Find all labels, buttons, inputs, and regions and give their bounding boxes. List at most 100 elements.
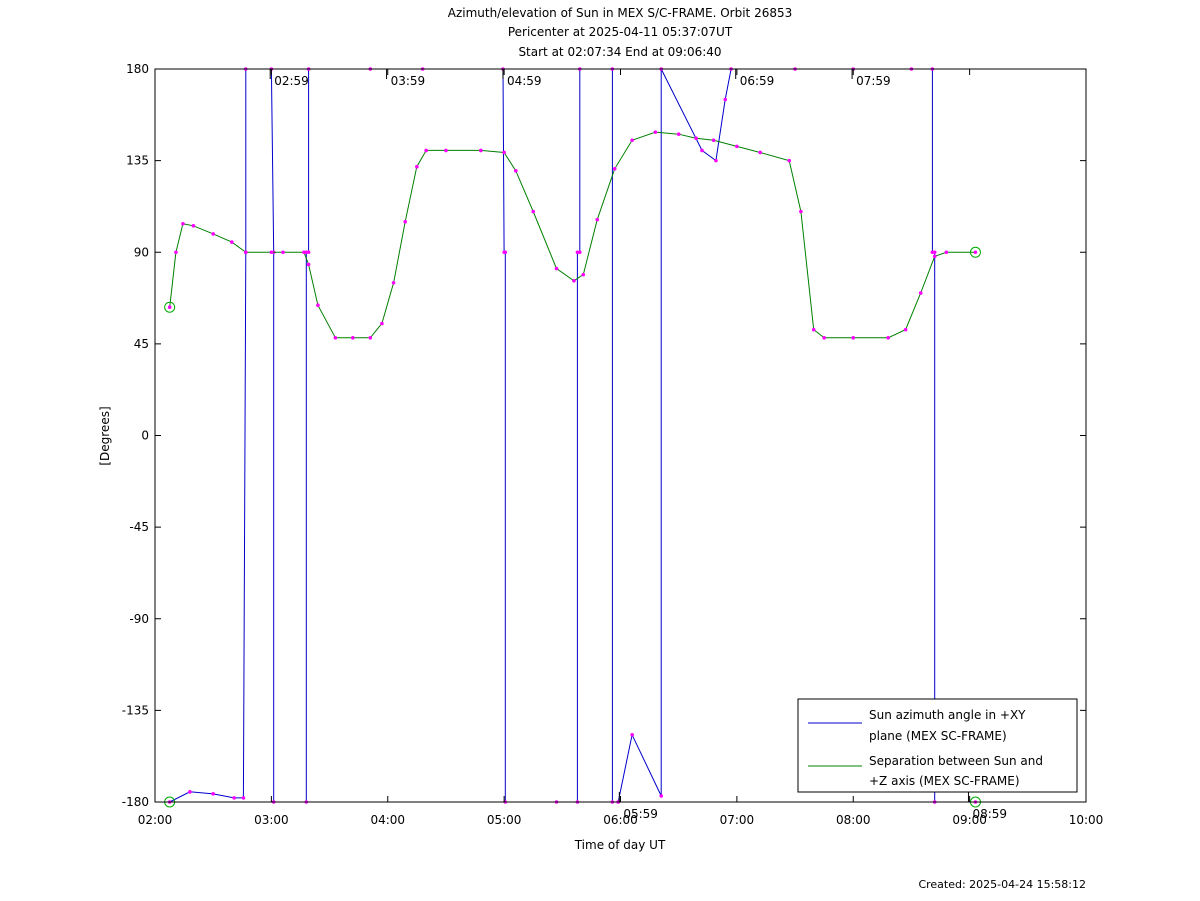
series-1-point-20 bbox=[444, 148, 448, 153]
series-0-point-29 bbox=[630, 733, 634, 737]
series-1-point-5 bbox=[230, 240, 234, 244]
y-tick-label-1: 135 bbox=[126, 154, 149, 168]
series-1-point-24 bbox=[531, 209, 536, 214]
y-axis: 180 135 90 45 0 -45 -90 -135 -180 bbox=[122, 62, 1086, 809]
series-1-point-15 bbox=[380, 321, 384, 326]
legend-label-azimuth-line1: Sun azimuth angle in +XY bbox=[869, 708, 1026, 722]
series-1-point-36 bbox=[758, 150, 762, 155]
chart-title: Azimuth/elevation of Sun in MEX S/C-FRAM… bbox=[448, 6, 793, 20]
series-0-point-12 bbox=[306, 250, 311, 255]
series-0-point-32 bbox=[700, 148, 704, 153]
series-1-end-marker bbox=[969, 246, 981, 258]
series-1-start-marker bbox=[164, 301, 176, 313]
legend-label-separation-line2: +Z axis (MEX SC-FRAME) bbox=[869, 774, 1020, 788]
series-1-point-39 bbox=[811, 327, 816, 332]
x-axis: 02:00 03:00 04:00 05:00 06:00 07:00 08:00 09:00… bbox=[138, 69, 1104, 827]
series-1-point-44 bbox=[918, 291, 923, 295]
series-1-point-22 bbox=[502, 150, 506, 155]
series-1-point-11 bbox=[316, 303, 320, 307]
series-1-point-33 bbox=[694, 136, 698, 141]
orbit-time-label-4: 06:59 bbox=[740, 74, 775, 88]
series-1-point-3 bbox=[191, 223, 196, 228]
plot-series bbox=[164, 67, 981, 808]
plot-frame bbox=[154, 68, 1087, 803]
series-line-0 bbox=[169, 68, 976, 803]
chart-subtitle-start-end: Start at 02:07:34 End at 09:06:40 bbox=[518, 45, 721, 59]
series-1-point-1 bbox=[174, 250, 178, 255]
series-1-point-28 bbox=[595, 217, 600, 222]
series-1-point-7 bbox=[269, 250, 274, 255]
series-1-point-4 bbox=[211, 232, 215, 236]
x-tick-label-3: 05:00 bbox=[487, 813, 522, 827]
orbit-time-label-0: 02:59 bbox=[274, 74, 309, 88]
series-1-point-14 bbox=[368, 335, 373, 340]
series-0-point-2 bbox=[211, 792, 215, 796]
series-1-point-34 bbox=[711, 138, 716, 143]
series-0-point-4 bbox=[241, 796, 246, 800]
series-1-point-47 bbox=[973, 250, 978, 255]
series-1-point-0 bbox=[167, 305, 172, 310]
series-1-point-42 bbox=[886, 335, 890, 340]
y-tick-label-0: 180 bbox=[126, 62, 149, 76]
y-tick-label-6: -90 bbox=[129, 612, 149, 626]
y-tick-label-5: -45 bbox=[129, 520, 149, 534]
series-1-point-25 bbox=[554, 266, 559, 271]
series-1-point-2 bbox=[181, 221, 185, 226]
series-1-point-13 bbox=[351, 335, 355, 340]
created-timestamp: Created: 2025-04-24 15:58:12 bbox=[918, 878, 1086, 891]
legend-label-azimuth-line2: plane (MEX SC-FRAME) bbox=[869, 729, 1007, 743]
series-1-point-23 bbox=[513, 169, 518, 173]
series-1-point-45 bbox=[932, 254, 937, 259]
x-tick-label-1: 03:00 bbox=[254, 813, 289, 827]
y-tick-label-7: -135 bbox=[122, 703, 149, 717]
orbit-time-label-6: 08:59 bbox=[972, 807, 1007, 821]
series-0-point-23 bbox=[577, 250, 582, 255]
orbit-time-labels: 02:59 03:59 04:59 05:59 06:59 07:59 08:59 bbox=[269, 69, 1007, 821]
series-0-point-3 bbox=[232, 796, 236, 800]
series-line-1 bbox=[169, 131, 976, 339]
x-tick-label-6: 08:00 bbox=[836, 813, 871, 827]
legend-label-separation-line1: Separation between Sun and bbox=[869, 754, 1043, 768]
y-tick-label-3: 45 bbox=[134, 337, 149, 351]
series-1-point-32 bbox=[676, 132, 681, 136]
series-0-point-41 bbox=[932, 250, 937, 255]
orbit-time-label-1: 03:59 bbox=[391, 74, 426, 88]
chart-subtitle-pericenter: Pericenter at 2025-04-11 05:37:07UT bbox=[508, 25, 733, 39]
y-tick-label-8: -180 bbox=[122, 795, 149, 809]
x-tick-label-5: 07:00 bbox=[720, 813, 755, 827]
x-tick-label-2: 04:00 bbox=[370, 813, 405, 827]
series-1-point-17 bbox=[403, 219, 408, 224]
series-1-point-35 bbox=[735, 144, 739, 149]
series-1-point-30 bbox=[630, 138, 634, 143]
series-1-point-40 bbox=[822, 335, 826, 340]
series-1-point-27 bbox=[581, 272, 586, 277]
series-0-point-34 bbox=[723, 97, 728, 102]
series-1-point-38 bbox=[799, 209, 803, 214]
series-0-point-1 bbox=[188, 790, 192, 794]
series-1-point-41 bbox=[851, 335, 856, 340]
series-1-point-46 bbox=[944, 250, 949, 255]
series-1-point-12 bbox=[333, 335, 338, 340]
series-1-point-43 bbox=[903, 327, 908, 332]
series-1-point-29 bbox=[612, 166, 617, 171]
series-1-point-26 bbox=[572, 278, 576, 283]
series-0-point-30 bbox=[659, 794, 664, 798]
legend: Sun azimuth angle in +XY plane (MEX SC-F… bbox=[797, 698, 1078, 793]
series-1-point-21 bbox=[479, 148, 483, 153]
series-1-point-19 bbox=[424, 148, 428, 153]
x-tick-label-7: 09:00 bbox=[952, 813, 987, 827]
x-tick-label-8: 10:00 bbox=[1069, 813, 1104, 827]
series-1-point-6 bbox=[243, 250, 248, 255]
series-1-point-37 bbox=[787, 158, 792, 163]
x-tick-label-0: 02:00 bbox=[138, 813, 173, 827]
series-1-point-18 bbox=[415, 164, 419, 169]
series-0-point-33 bbox=[714, 158, 718, 163]
y-tick-label-4: 0 bbox=[141, 429, 149, 443]
legend-box bbox=[797, 698, 1078, 793]
series-1-point-10 bbox=[306, 262, 311, 267]
series-1-point-16 bbox=[391, 280, 396, 285]
x-axis-label: Time of day UT bbox=[574, 838, 666, 852]
orbit-time-label-5: 07:59 bbox=[856, 74, 891, 88]
series-1-point-9 bbox=[302, 250, 306, 255]
